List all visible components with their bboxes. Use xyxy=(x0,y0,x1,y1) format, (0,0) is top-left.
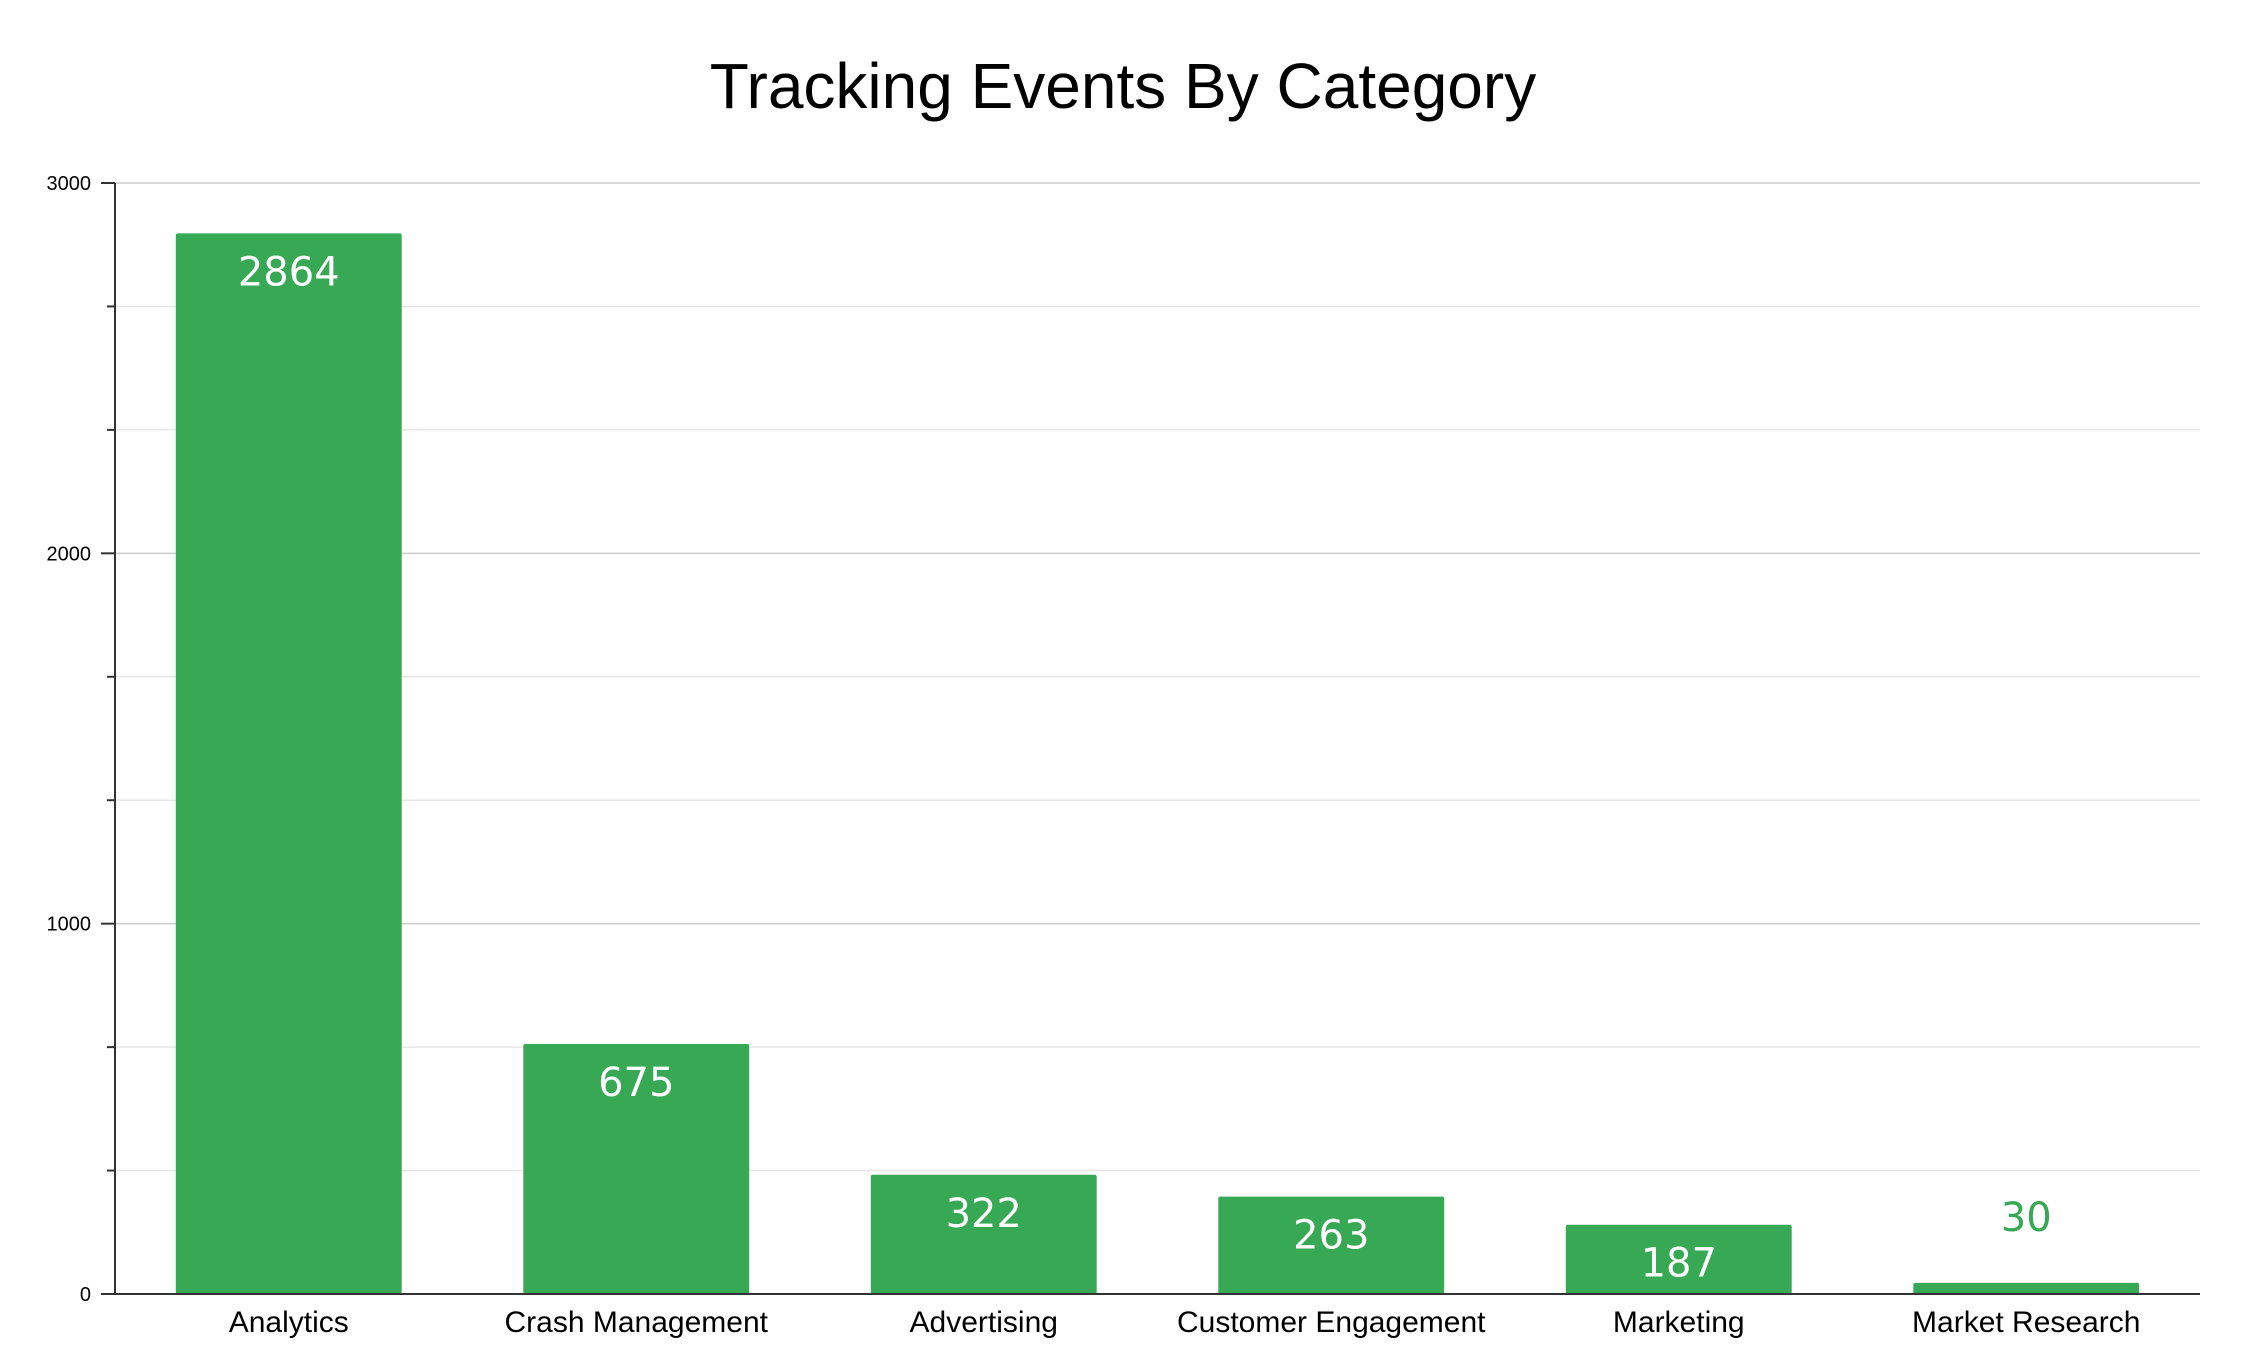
data-labels: 2864 675 322 263 187 30 xyxy=(238,249,2052,1286)
x-tick-label: Advertising xyxy=(910,1306,1058,1339)
data-label: 187 xyxy=(1641,1241,1717,1287)
x-tick-label: Marketing xyxy=(1613,1306,1745,1339)
data-label: 675 xyxy=(598,1060,674,1106)
bar-customer-engagement xyxy=(1218,1196,1445,1294)
data-label: 2864 xyxy=(238,249,340,295)
bar-crash-management xyxy=(523,1044,750,1294)
x-tick-label: Customer Engagement xyxy=(1177,1306,1486,1339)
bar-market-research xyxy=(1913,1282,2140,1294)
x-tick-label: Analytics xyxy=(229,1306,349,1339)
y-axis-ticks: 0 1000 2000 3000 xyxy=(47,173,115,1306)
chart-title: Tracking Events By Category xyxy=(710,50,1536,122)
bars xyxy=(175,233,2140,1294)
axes xyxy=(114,183,2200,1295)
bar-advertising xyxy=(870,1174,1097,1294)
data-label: 30 xyxy=(2001,1195,2052,1241)
y-tick-label: 1000 xyxy=(47,914,92,936)
bar-marketing xyxy=(1565,1224,1792,1294)
data-label: 322 xyxy=(946,1191,1022,1237)
gridlines xyxy=(115,182,2200,1172)
x-tick-label: Crash Management xyxy=(505,1306,769,1339)
y-tick-label: 3000 xyxy=(47,173,92,195)
x-axis-ticks: Analytics Crash Management Advertising Cust… xyxy=(229,1306,2141,1339)
y-tick-label: 2000 xyxy=(47,543,92,565)
bar-analytics xyxy=(175,233,402,1294)
y-tick-label: 0 xyxy=(80,1284,91,1306)
data-label: 263 xyxy=(1293,1213,1369,1259)
x-tick-label: Market Research xyxy=(1912,1306,2140,1339)
